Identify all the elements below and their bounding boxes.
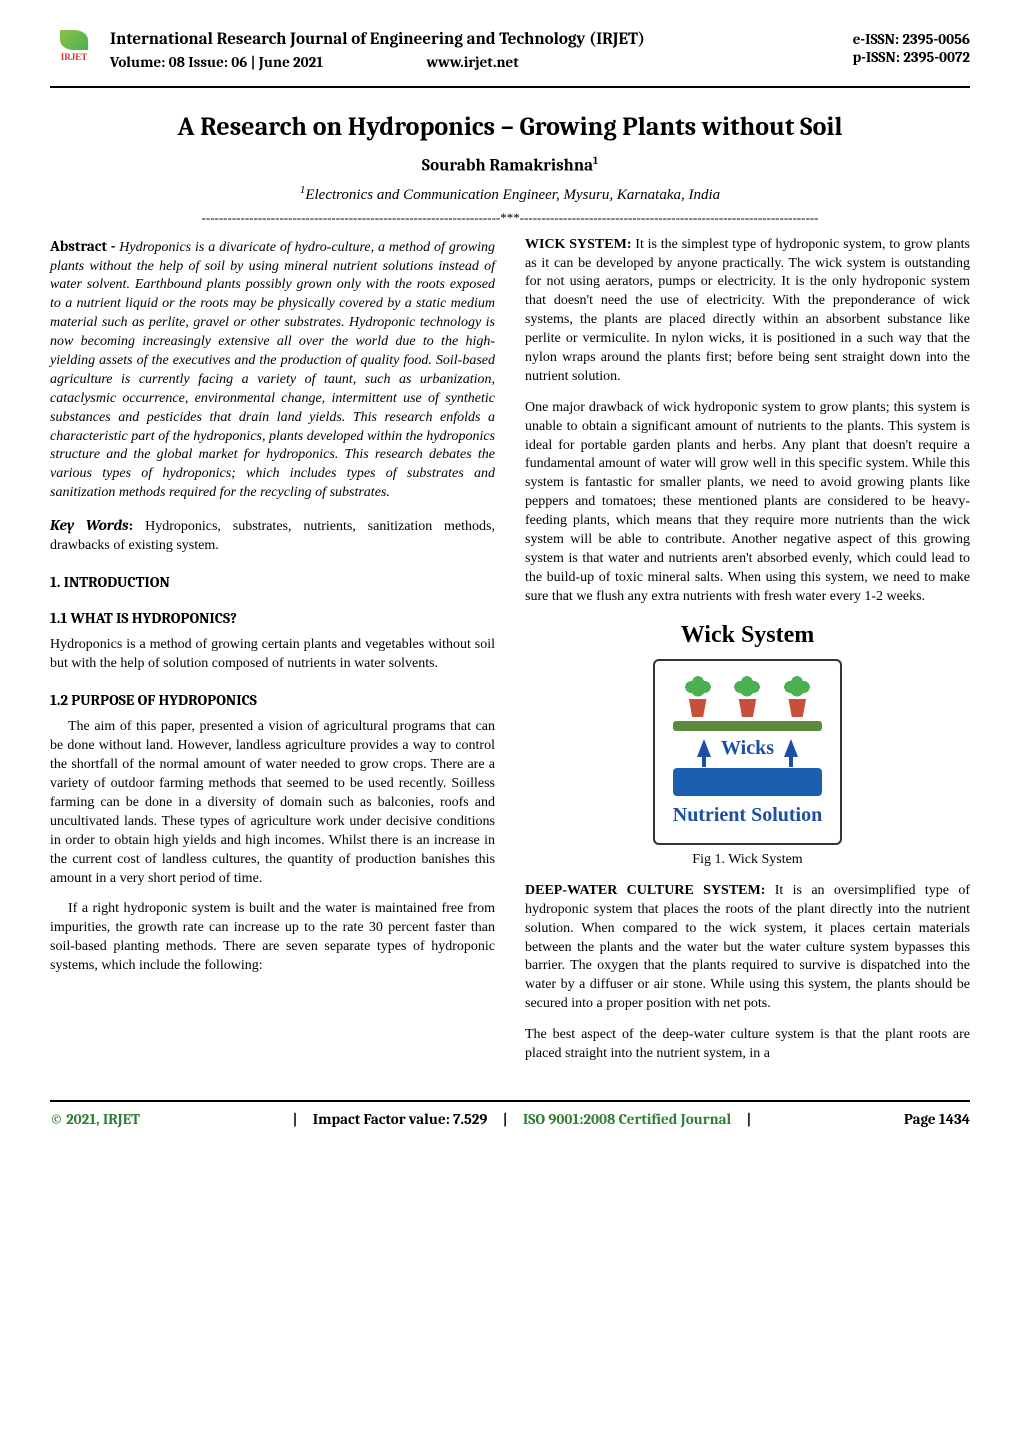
figure-diagram: Wicks Nutrient Solution xyxy=(653,659,842,845)
figure-caption: Fig 1. Wick System xyxy=(525,851,970,870)
plant-icon xyxy=(730,675,764,717)
volume-issue: Volume: 08 Issue: 06 | June 2021 xyxy=(110,53,323,71)
author-line: Sourabh Ramakrishna1 xyxy=(50,154,970,176)
arrow-up-icon xyxy=(784,739,798,757)
deep-water-p1: DEEP-WATER CULTURE SYSTEM: It is an over… xyxy=(525,882,970,1014)
left-column: Abstract - Hydroponics is a divaricate o… xyxy=(50,236,495,1076)
wicks-label: Wicks xyxy=(721,735,774,762)
deep-p1-body: It is an oversimplified type of hydropon… xyxy=(525,883,970,1011)
author-name: Sourabh Ramakrishna xyxy=(422,157,593,176)
logo-label: IRJET xyxy=(61,52,88,62)
footer-impact: Impact Factor value: 7.529 xyxy=(313,1110,488,1128)
wick-system-label: WICK SYSTEM: xyxy=(525,237,632,252)
figure-title: Wick System xyxy=(525,619,970,651)
right-column: WICK SYSTEM: It is the simplest type of … xyxy=(525,236,970,1076)
solution-label: Nutrient Solution xyxy=(673,802,822,829)
wick-p1-body: It is the simplest type of hydroponic sy… xyxy=(525,237,970,384)
journal-header: IRJET International Research Journal of … xyxy=(50,30,970,88)
pipe-2: | xyxy=(503,1110,508,1128)
wicks-row: Wicks xyxy=(673,735,822,762)
e-issn: e-ISSN: 2395-0056 xyxy=(853,30,970,48)
keywords-colon: : xyxy=(129,519,146,534)
pipe-3: | xyxy=(747,1110,752,1128)
figure-1: Wick System Wicks Nutrient Solution xyxy=(525,619,970,870)
wick-p1: WICK SYSTEM: It is the simplest type of … xyxy=(525,236,970,387)
plant-icon xyxy=(780,675,814,717)
purpose-p2: If a right hydroponic system is built an… xyxy=(50,900,495,976)
header-titles: International Research Journal of Engine… xyxy=(110,30,841,71)
section-1-head: 1. INTRODUCTION xyxy=(50,572,495,592)
wick-p2: One major drawback of wick hydroponic sy… xyxy=(525,399,970,607)
section-1-1-head: 1.1 WHAT IS HYDROPONICS? xyxy=(50,608,495,628)
journal-url: www.irjet.net xyxy=(426,53,518,71)
keywords-para: Key Words: Hydroponics, substrates, nutr… xyxy=(50,515,495,556)
abstract-para: Abstract - Hydroponics is a divaricate o… xyxy=(50,236,495,503)
volume-line: Volume: 08 Issue: 06 | June 2021 www.irj… xyxy=(110,53,841,71)
p-issn: p-ISSN: 2395-0072 xyxy=(853,48,970,66)
arrow-up-icon xyxy=(697,739,711,757)
article-title: A Research on Hydroponics – Growing Plan… xyxy=(50,112,970,142)
abstract-label: Abstract - xyxy=(50,237,115,255)
journal-logo: IRJET xyxy=(50,30,98,78)
deep-water-p2: The best aspect of the deep-water cultur… xyxy=(525,1026,970,1064)
page-footer: © 2021, IRJET | Impact Factor value: 7.5… xyxy=(50,1100,970,1128)
solution-bar xyxy=(673,768,822,796)
affiliation-line: 1Electronics and Communication Engineer,… xyxy=(50,184,970,204)
leaf-icon xyxy=(60,30,88,50)
footer-middle: | Impact Factor value: 7.529 | ISO 9001:… xyxy=(140,1110,904,1128)
abstract-body: Hydroponics is a divaricate of hydro-cul… xyxy=(50,240,495,501)
section-separator: ----------------------------------------… xyxy=(50,210,970,226)
footer-copyright: © 2021, IRJET xyxy=(50,1110,140,1128)
two-column-layout: Abstract - Hydroponics is a divaricate o… xyxy=(50,236,970,1076)
author-sup: 1 xyxy=(593,154,598,167)
footer-iso: ISO 9001:2008 Certified Journal xyxy=(523,1110,731,1128)
affiliation: Electronics and Communication Engineer, … xyxy=(305,187,720,203)
deep-water-label: DEEP-WATER CULTURE SYSTEM: xyxy=(525,883,765,898)
journal-title: International Research Journal of Engine… xyxy=(110,30,841,49)
section-1-2-head: 1.2 PURPOSE OF HYDROPONICS xyxy=(50,690,495,710)
keywords-label: Key Words xyxy=(50,516,129,534)
tray-bar xyxy=(673,721,822,731)
what-is-body: Hydroponics is a method of growing certa… xyxy=(50,636,495,674)
issn-column: e-ISSN: 2395-0056 p-ISSN: 2395-0072 xyxy=(853,30,970,66)
purpose-p1: The aim of this paper, presented a visio… xyxy=(50,718,495,888)
plants-row xyxy=(673,675,822,717)
pipe-1: | xyxy=(293,1110,298,1128)
plant-icon xyxy=(681,675,715,717)
footer-page: Page 1434 xyxy=(904,1110,970,1128)
